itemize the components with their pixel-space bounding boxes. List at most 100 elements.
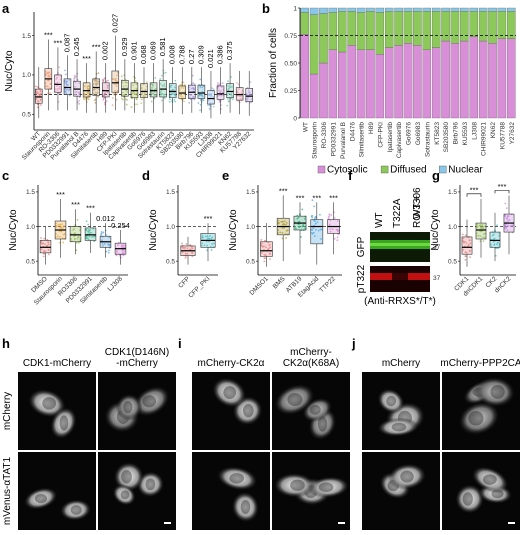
data-point	[277, 229, 280, 231]
data-point	[115, 85, 118, 88]
significance-label: ***	[470, 185, 479, 194]
bar-segment	[441, 11, 450, 42]
data-point	[56, 82, 58, 85]
bar-segment	[300, 12, 309, 35]
data-point	[83, 94, 86, 96]
data-point	[39, 90, 42, 93]
data-point	[508, 218, 511, 221]
data-point	[311, 232, 314, 235]
y-tick-label: 1.5	[448, 189, 457, 196]
data-point	[100, 231, 103, 233]
data-point	[115, 93, 118, 95]
data-point	[191, 74, 194, 77]
data-point	[126, 81, 129, 84]
data-point	[120, 75, 123, 78]
data-point	[498, 234, 501, 237]
significance-label: ***	[86, 204, 95, 213]
data-point	[108, 249, 110, 252]
data-point	[105, 234, 108, 236]
data-point	[199, 109, 201, 112]
cell	[59, 499, 92, 521]
data-point	[178, 87, 181, 90]
x-tick-label: H89	[368, 122, 375, 134]
data-point	[237, 83, 240, 86]
cell	[458, 401, 500, 436]
x-tick-label: Go6976	[406, 122, 413, 146]
data-point	[47, 241, 50, 244]
data-point	[227, 80, 229, 83]
data-point	[285, 229, 288, 232]
box	[111, 70, 120, 93]
nucleus	[290, 479, 305, 491]
x-tick-label: CFP	[177, 275, 191, 289]
data-point	[505, 207, 508, 210]
data-point	[304, 227, 307, 230]
data-point	[336, 229, 339, 232]
bar-segment	[394, 7, 403, 12]
bar-segment	[319, 62, 328, 119]
x-tick-label: Go6983	[415, 122, 422, 146]
data-point	[58, 87, 61, 90]
box	[82, 82, 91, 98]
data-point	[229, 83, 232, 86]
data-point	[269, 246, 272, 249]
data-point	[269, 258, 271, 260]
nucleus	[309, 404, 321, 415]
significance-label: ***	[54, 38, 63, 47]
data-point	[83, 92, 86, 95]
column-label: CK2α(K68A)	[283, 358, 339, 369]
data-point	[141, 92, 143, 95]
data-point	[317, 229, 320, 232]
data-point	[88, 235, 91, 238]
data-point	[179, 84, 182, 86]
x-tick-label: LJ308	[106, 275, 124, 293]
data-point	[477, 234, 480, 237]
data-point	[245, 92, 248, 95]
data-point	[160, 74, 163, 77]
data-point	[505, 223, 508, 226]
data-point	[467, 245, 469, 248]
nucleus	[391, 422, 407, 432]
x-tick-label: Staurosporin	[312, 122, 319, 159]
data-point	[509, 225, 512, 227]
data-point	[302, 224, 304, 226]
data-point	[76, 218, 79, 221]
bar-segment	[319, 13, 328, 64]
significance-label: 0.788	[177, 45, 186, 64]
data-point	[207, 104, 209, 107]
data-point	[209, 102, 212, 105]
box	[39, 240, 52, 254]
data-point	[232, 98, 234, 101]
data-point	[122, 85, 125, 88]
panel-label-a: a	[2, 1, 10, 16]
data-point	[65, 92, 68, 95]
panel-h-micrographs: CDK1-mCherry CDK1(D146N)-mCherry mCherry mV…	[2, 347, 176, 530]
data-point	[280, 220, 283, 223]
data-point	[62, 225, 65, 227]
data-point	[152, 84, 155, 87]
bar-segment	[356, 49, 366, 119]
data-point	[220, 86, 223, 89]
data-point	[207, 237, 210, 240]
data-point	[141, 89, 144, 92]
bar-segment	[394, 11, 403, 46]
data-point	[230, 76, 233, 78]
data-point	[47, 85, 49, 88]
row-label-pt322: pT322	[356, 264, 367, 293]
data-point	[66, 84, 68, 87]
data-point	[336, 239, 339, 242]
data-point	[170, 84, 173, 87]
data-point	[60, 226, 63, 229]
y-tick-label: 1	[293, 5, 297, 12]
bar-segment	[338, 51, 347, 119]
x-tick-label: Birb796	[453, 122, 460, 145]
data-point	[56, 235, 59, 238]
data-point	[189, 248, 192, 251]
data-point	[296, 217, 299, 220]
y-tick-label: 1.0	[22, 72, 31, 79]
data-point	[226, 98, 229, 100]
y-tick-label: 0	[293, 115, 297, 122]
data-point	[64, 91, 66, 94]
data-point	[313, 205, 316, 208]
data-point	[183, 83, 186, 86]
